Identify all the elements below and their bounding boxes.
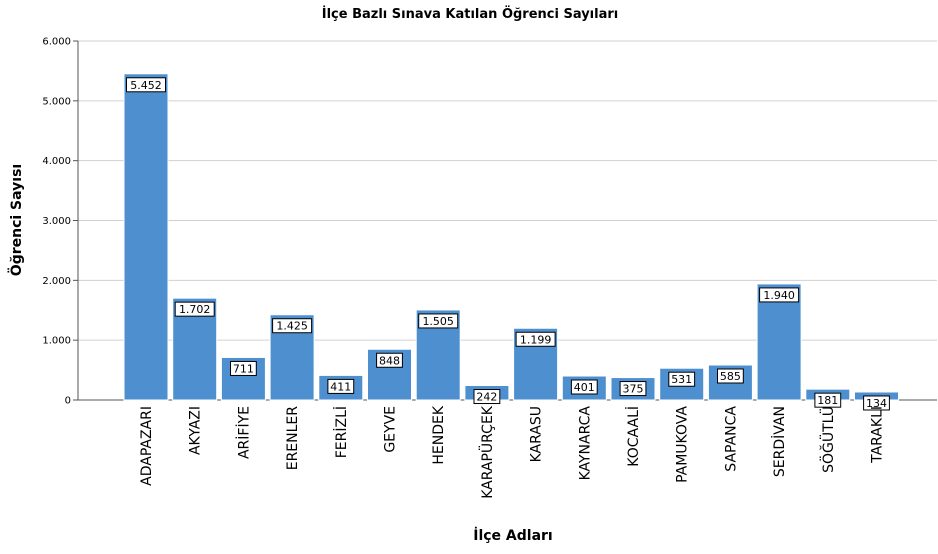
data-label: 1.425 [276,320,308,333]
x-category-label: AKYAZI [188,406,204,455]
x-category-label: KOCAALİ [624,406,642,467]
data-label: 411 [330,380,351,393]
y-axis-title: Öğrenci Sayısı [7,164,25,276]
x-category-label: SAPANCA [723,406,739,472]
x-category-label: GEYVE [383,406,399,453]
x-category-label: SÖĞÜTLÜ [819,406,837,473]
bar [756,283,802,401]
x-axis-categories: ADAPAZARI AKYAZI ARİFİYE ERENLER FERİZLİ GEYV… [139,405,886,499]
data-label-box [230,360,257,376]
data-label-box [515,331,556,347]
y-tick-label: 5.000 [42,96,71,107]
data-label-box [473,389,501,405]
data-label: 711 [233,362,254,375]
x-category-label: SERDİVAN [770,406,788,477]
data-label-box [174,301,215,317]
data-label: 848 [379,354,400,367]
data-label-box [863,395,890,411]
data-label-box [759,287,800,303]
data-label-box [570,379,598,395]
data-label: 5.452 [130,79,162,92]
data-label: 181 [817,394,838,407]
x-category-label: TARAKLI [870,406,886,464]
data-label: 134 [866,397,887,410]
x-category-label: FERİZLİ [332,406,350,458]
data-labels: 5.452 1.702 711 1.425 411 848 1.505 242 1.199 401… [126,77,890,411]
bar [123,73,169,401]
data-label-box [418,313,459,329]
data-label-box [814,392,842,408]
y-axis-ticks: 0 1.000 2.000 3.000 4.000 5.000 6.000 [42,37,79,407]
y-tick-label: 2.000 [42,276,71,287]
data-label: 531 [671,373,692,386]
y-tick-label: 4.000 [42,156,71,167]
data-label-box [668,371,696,387]
x-category-label: ERENLER [285,406,301,471]
data-label: 401 [574,381,595,394]
x-category-label: ARİFİYE [234,406,252,459]
data-label-box [126,77,166,93]
y-tick-label: 6.000 [42,37,71,48]
data-label: 1.702 [179,303,211,316]
data-label: 1.940 [763,289,795,302]
y-tick-label: 3.000 [42,216,71,227]
data-label-box [327,378,355,394]
x-category-label: KARASU [529,406,545,462]
data-label-box [717,368,744,384]
data-label: 242 [476,391,497,404]
data-label: 1.505 [422,315,454,328]
x-axis-title: İlçe Adları [473,527,552,544]
data-label: 1.199 [520,333,552,346]
y-tick-label: 0 [65,396,71,407]
data-label-box [272,318,313,334]
x-category-label: KARAPÜRÇEK [478,405,496,499]
bars [123,73,899,401]
data-label-box [376,352,403,368]
data-label-box [619,381,647,397]
data-label: 585 [720,370,741,383]
y-tick-label: 1.000 [42,336,71,347]
chart-title: İlçe Bazlı Sınava Katılan Öğrenci Sayıla… [322,6,618,22]
x-category-label: PAMUKOVA [675,406,691,483]
x-category-label: ADAPAZARI [139,406,155,486]
x-category-label: KAYNARCA [577,406,593,481]
data-label: 375 [623,383,644,396]
grid-lines [78,40,937,401]
x-category-label: HENDEK [431,405,447,464]
